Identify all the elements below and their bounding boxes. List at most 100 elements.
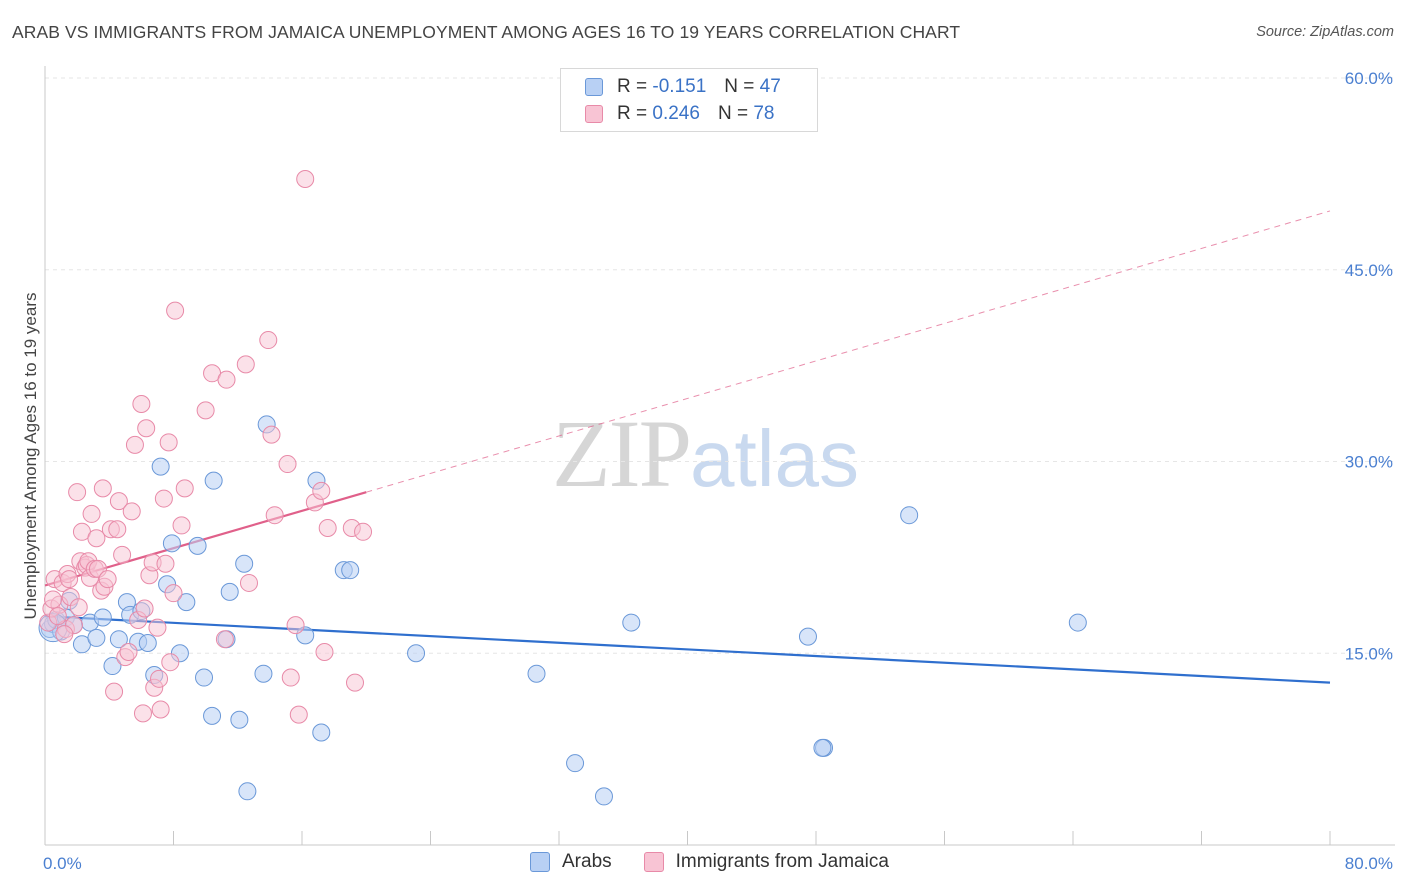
point-jamaica: [105, 682, 124, 701]
point-jamaica: [108, 520, 127, 539]
legend-r-value: 0.246: [652, 103, 700, 124]
point-jamaica: [159, 433, 178, 452]
point-jamaica: [125, 435, 144, 454]
point-arabs: [203, 706, 222, 725]
point-jamaica: [175, 479, 194, 498]
point-jamaica: [87, 529, 106, 548]
point-arabs: [93, 608, 112, 627]
trendline-jamaica-extended: [366, 210, 1331, 493]
point-jamaica: [161, 653, 180, 672]
point-jamaica: [113, 545, 132, 564]
bottom-legend-jamaica: Immigrants from Jamaica: [643, 851, 889, 873]
point-jamaica: [68, 483, 87, 502]
point-arabs: [813, 738, 832, 757]
point-jamaica: [196, 401, 215, 420]
point-arabs: [87, 628, 106, 647]
y-tick-label: 45.0%: [1345, 261, 1393, 280]
point-jamaica: [166, 301, 185, 320]
point-arabs: [195, 668, 214, 687]
series-arabs: [38, 415, 1087, 806]
point-arabs: [188, 536, 207, 555]
legend: R = -0.151 N = 47 R = 0.246 N = 78: [560, 68, 818, 132]
legend-n-label: N =: [717, 103, 749, 124]
watermark-atlas: atlas: [690, 414, 859, 503]
point-jamaica: [156, 554, 175, 573]
legend-n-value: 78: [753, 103, 775, 124]
bottom-legend-arabs: Arabs: [530, 851, 612, 873]
point-jamaica: [82, 504, 101, 523]
point-jamaica: [132, 394, 151, 413]
legend-n-value: 47: [759, 76, 781, 97]
point-arabs: [204, 471, 223, 490]
x-tick-label: 0.0%: [43, 854, 82, 873]
point-arabs: [566, 754, 585, 773]
point-jamaica: [150, 669, 169, 688]
point-jamaica: [133, 704, 152, 723]
axes: [44, 66, 1395, 846]
point-jamaica: [55, 625, 74, 644]
bottom-swatch-jamaica: [643, 852, 664, 872]
chart-title: ARAB VS IMMIGRANTS FROM JAMAICA UNEMPLOY…: [12, 22, 961, 42]
point-jamaica: [154, 489, 173, 508]
point-jamaica: [354, 522, 373, 541]
point-jamaica: [151, 700, 170, 719]
series-jamaica: [39, 169, 373, 724]
trendline-arabs: [44, 615, 1331, 684]
point-arabs: [900, 506, 919, 525]
point-jamaica: [164, 584, 183, 603]
legend-swatch-jamaica: [585, 105, 603, 123]
legend-r-label: R =: [617, 103, 648, 124]
point-jamaica: [93, 479, 112, 498]
point-jamaica: [315, 642, 334, 661]
point-arabs: [407, 644, 426, 663]
legend-n-label: N =: [724, 76, 755, 97]
legend-row-jamaica: R = 0.246 N = 78: [585, 101, 774, 127]
bottom-swatch-arabs: [530, 852, 550, 872]
point-arabs: [151, 457, 170, 476]
point-jamaica: [286, 616, 305, 635]
point-jamaica: [265, 506, 284, 525]
point-arabs: [138, 634, 157, 653]
y-tick-label: 30.0%: [1345, 453, 1393, 472]
point-jamaica: [98, 570, 117, 589]
y-tick-label: 15.0%: [1345, 644, 1393, 663]
point-jamaica: [259, 331, 278, 350]
point-arabs: [1068, 613, 1087, 632]
bottom-legend-arabs-label: Arabs: [562, 851, 612, 872]
legend-r-label: R =: [617, 76, 648, 97]
point-jamaica: [148, 618, 167, 637]
legend-swatch-arabs: [585, 78, 603, 96]
point-jamaica: [278, 455, 297, 474]
point-jamaica: [281, 668, 300, 687]
point-jamaica: [215, 630, 234, 649]
legend-row-arabs: R = -0.151 N = 47: [585, 74, 781, 100]
point-jamaica: [296, 169, 315, 188]
point-jamaica: [122, 502, 141, 521]
point-jamaica: [318, 518, 337, 537]
x-tick-label: 80.0%: [1345, 854, 1393, 873]
point-jamaica: [262, 425, 281, 444]
point-arabs: [238, 782, 257, 801]
point-jamaica: [172, 516, 191, 535]
tick-labels: 15.0% 30.0% 45.0% 60.0% 0.0% 80.0%: [43, 69, 1393, 873]
point-jamaica: [289, 705, 308, 724]
point-jamaica: [217, 370, 236, 389]
point-jamaica: [346, 673, 365, 692]
trend-lines: [44, 210, 1331, 684]
point-jamaica: [60, 570, 79, 589]
bottom-legend: Arabs Immigrants from Jamaica: [530, 851, 921, 873]
point-jamaica: [135, 599, 154, 618]
point-jamaica: [69, 598, 88, 617]
y-axis-label: Unemployment Among Ages 16 to 19 years: [21, 293, 40, 620]
point-arabs: [220, 582, 239, 601]
point-arabs: [312, 723, 331, 742]
point-jamaica: [48, 607, 67, 626]
point-jamaica: [109, 492, 128, 511]
y-tick-label: 60.0%: [1345, 69, 1393, 88]
point-jamaica: [119, 642, 138, 661]
point-arabs: [162, 534, 181, 553]
point-arabs: [177, 593, 196, 612]
point-arabs: [254, 664, 273, 683]
point-arabs: [798, 627, 817, 646]
